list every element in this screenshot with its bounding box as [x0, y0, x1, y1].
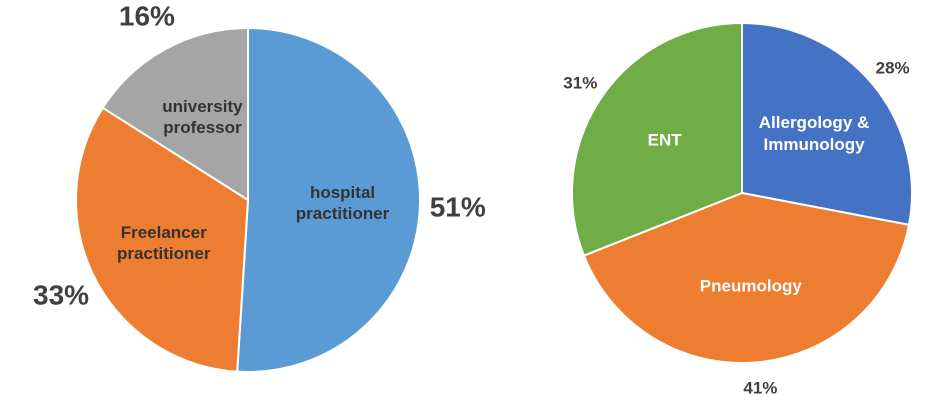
value-label: 41%: [743, 378, 778, 397]
value-label: 31%: [563, 73, 598, 93]
pie-slice: [236, 26, 421, 373]
value-label: 16%: [118, 0, 175, 32]
slice-label: Freelancer practitioner: [116, 222, 211, 263]
pie-slice: [571, 21, 743, 257]
value-label: 33%: [32, 279, 90, 311]
slice-label: university professor: [162, 96, 243, 138]
value-label: 51%: [429, 191, 486, 223]
slice-label: hospital practitioner: [295, 182, 390, 223]
pie-slice: [741, 21, 913, 227]
value-label: 28%: [875, 58, 910, 78]
slice-label: ENT: [647, 130, 682, 150]
slice-label: Allergology & Immunology: [758, 113, 870, 154]
pie-slice: [582, 191, 911, 364]
pie-slice: [101, 26, 249, 202]
slice-label: Pneumology: [699, 276, 802, 296]
